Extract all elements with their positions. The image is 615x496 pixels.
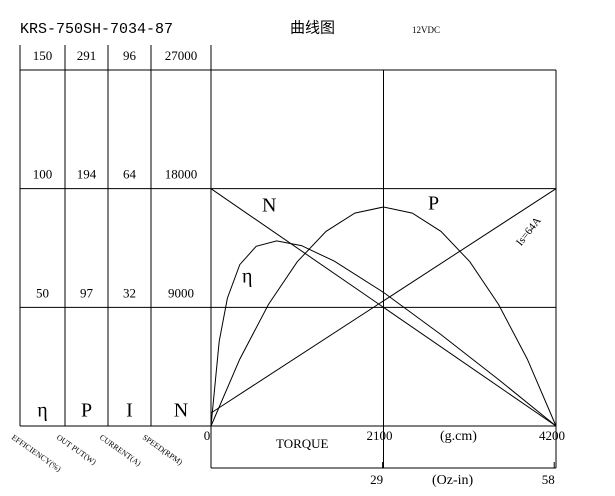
x2-tick-label: 58 xyxy=(542,472,555,487)
x2-tick-label: 29 xyxy=(370,472,383,487)
y-tick-label: 150 xyxy=(33,48,53,63)
axis-symbol: N xyxy=(174,400,188,422)
axis-label: SPEED(RPM) xyxy=(141,433,185,467)
series-line xyxy=(210,240,557,427)
y-tick-label: 27000 xyxy=(165,48,198,63)
series-line xyxy=(210,206,557,427)
voltage-note: 12VDC xyxy=(412,25,440,35)
chart-subtitle: 曲线图 xyxy=(290,19,335,36)
series-line xyxy=(210,188,557,427)
axis-symbol: η xyxy=(37,400,47,422)
axis-symbol: I xyxy=(126,400,133,422)
y-tick-label: 194 xyxy=(77,167,97,182)
y-tick-label: 100 xyxy=(33,167,53,182)
chart-title: KRS-750SH-7034-87 xyxy=(20,21,173,38)
x2-unit: (Oz-in) xyxy=(432,473,474,488)
x-tick-label: 2100 xyxy=(367,428,393,443)
series-label: P xyxy=(428,193,439,215)
y-tick-label: 97 xyxy=(80,285,94,300)
x-tick-label: 0 xyxy=(204,428,211,443)
y-tick-label: 50 xyxy=(36,285,49,300)
series-line xyxy=(210,188,557,414)
y-tick-label: 32 xyxy=(123,285,136,300)
x-tick-label: 4200 xyxy=(539,428,565,443)
series-label: N xyxy=(262,195,276,217)
axis-symbol: P xyxy=(81,400,92,422)
x-axis-label: TORQUE xyxy=(276,436,329,451)
x-unit: (g.cm) xyxy=(440,429,477,444)
series-label: Is=64A xyxy=(514,215,544,249)
y-tick-label: 64 xyxy=(123,167,137,182)
series-label: η xyxy=(242,266,252,288)
y-tick-label: 18000 xyxy=(165,167,198,182)
y-tick-label: 96 xyxy=(123,48,137,63)
y-tick-label: 9000 xyxy=(168,285,194,300)
axis-label: CURRENT(A) xyxy=(98,433,143,468)
axis-label: OUT PUT(W) xyxy=(55,433,98,467)
y-tick-label: 291 xyxy=(77,48,97,63)
